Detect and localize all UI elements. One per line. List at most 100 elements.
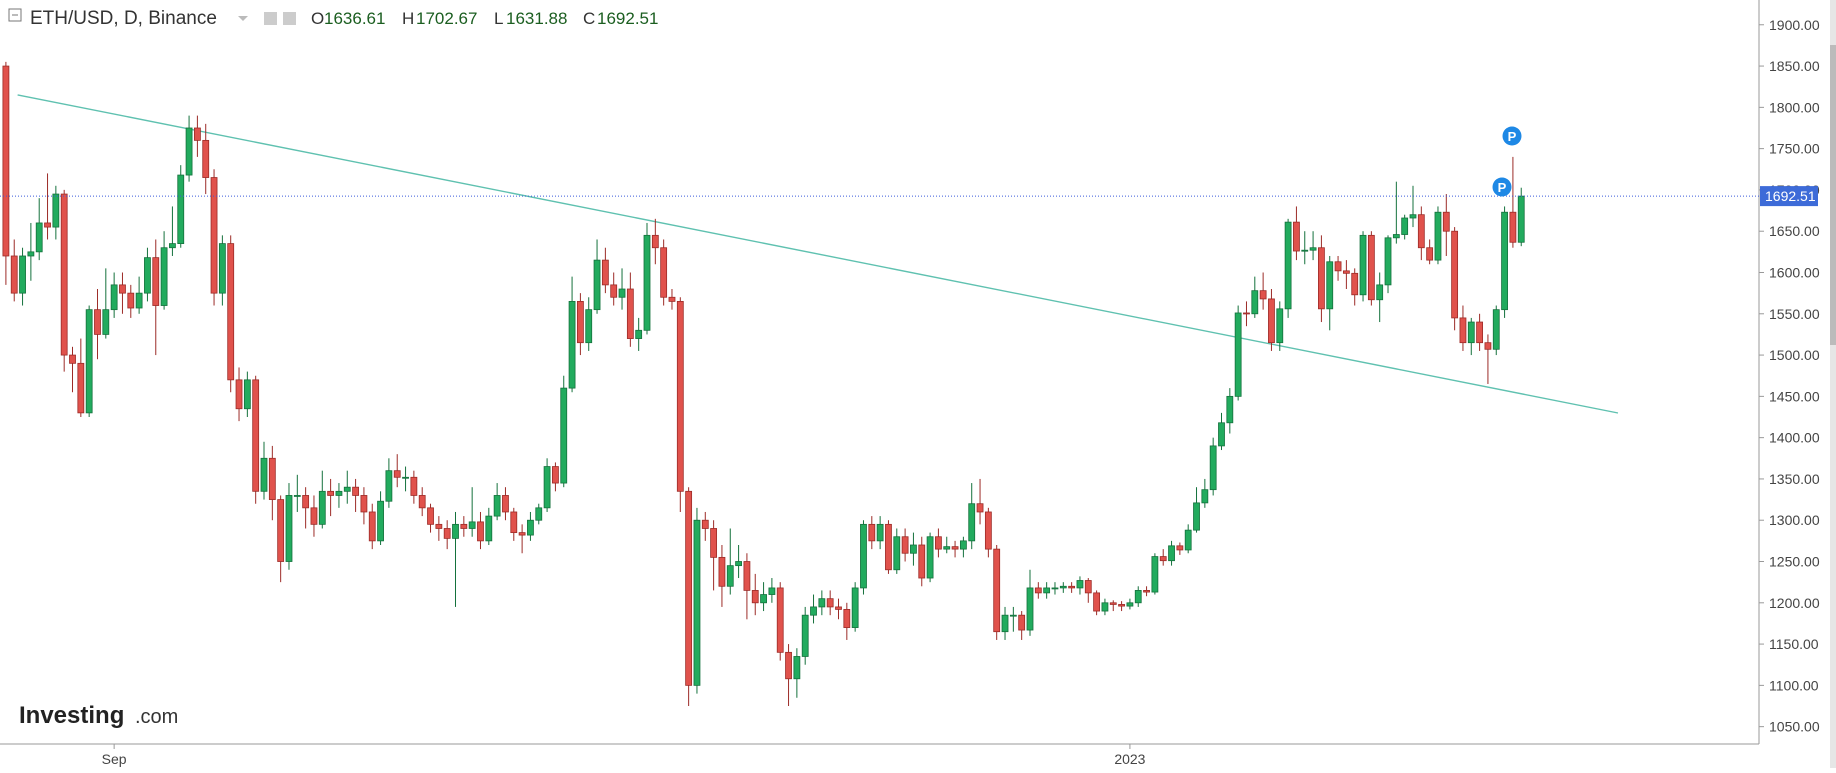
candle-body (410, 476, 418, 496)
candle-body (560, 387, 568, 484)
candle-body (660, 247, 668, 298)
marker-badge[interactable] (1502, 126, 1522, 146)
markers: P P (1492, 126, 1522, 197)
candle-body (393, 470, 401, 478)
candle-body (252, 379, 260, 492)
candle-body (318, 490, 326, 525)
candle-body (85, 309, 93, 414)
candle-body (701, 519, 709, 529)
candle-body (760, 594, 767, 604)
candle-body (768, 587, 776, 595)
trendline (17, 94, 1619, 414)
candle-body (243, 379, 251, 410)
candle-body (1218, 422, 1225, 447)
candle-body (144, 257, 151, 294)
candle-body (502, 495, 509, 513)
y-tick-label: 1650.00 (1769, 223, 1820, 239)
candle-body (1509, 211, 1517, 243)
candle-body (918, 544, 926, 579)
candle-body (726, 565, 734, 587)
candle-body (851, 587, 859, 628)
candle-body (268, 457, 276, 500)
last-price-label: 1692.51 (1765, 188, 1816, 204)
candle-body (1318, 247, 1325, 310)
candle-body (1184, 529, 1192, 551)
candle-body (169, 243, 176, 249)
high-value: 1702.67 (416, 9, 477, 28)
candle-body (235, 379, 243, 410)
candle-body (1159, 556, 1167, 562)
candle-body (968, 503, 976, 542)
candle-body (810, 606, 817, 616)
candle-body (60, 193, 68, 356)
open-label: O (311, 9, 324, 28)
candle-body (1151, 556, 1159, 593)
candle-body (1417, 214, 1425, 249)
candle-body (668, 296, 676, 302)
y-tick-label: 1600.00 (1769, 264, 1820, 280)
candle-body (10, 255, 18, 294)
y-tick-label: 1450.00 (1769, 388, 1820, 404)
candle-body (102, 309, 110, 335)
y-tick-label: 1850.00 (1769, 58, 1820, 74)
candle-body (1467, 321, 1475, 344)
candle-body (1342, 270, 1350, 274)
candle-body (685, 490, 693, 686)
dropdown-arrow[interactable] (238, 16, 248, 21)
candle-body (1492, 309, 1500, 350)
candle-body (585, 309, 593, 344)
candle-body (52, 193, 60, 228)
watermark-brand: Investing (19, 702, 124, 729)
candle-body (94, 309, 101, 335)
scrollbar-thumb[interactable] (1830, 45, 1836, 345)
candle-body (1043, 587, 1051, 594)
candle-body (910, 544, 917, 554)
candle-body (1359, 234, 1367, 296)
candle-body (527, 519, 534, 536)
y-tick-label: 1100.00 (1769, 677, 1819, 693)
candle-body (310, 507, 318, 525)
candle-body (1484, 342, 1492, 350)
candle-body (1268, 298, 1275, 344)
candle-body (959, 540, 967, 550)
candle-body (402, 476, 409, 479)
remove-icon[interactable] (283, 12, 296, 25)
candle-body (468, 521, 476, 529)
candle-body (477, 521, 484, 542)
candle-body (19, 255, 26, 294)
candle-body (535, 507, 543, 521)
settings-icon[interactable] (264, 12, 277, 25)
x-tick-label: 2023 (1114, 751, 1145, 767)
candle-body (185, 127, 193, 176)
candle-body (1226, 395, 1234, 424)
candle-body (601, 259, 609, 286)
marker-badge[interactable] (1492, 177, 1512, 197)
candle-body (543, 466, 551, 509)
collapse-button[interactable] (8, 8, 22, 22)
candle-body (552, 466, 559, 484)
y-tick-label: 1150.00 (1769, 636, 1819, 652)
candle-body (227, 243, 235, 381)
candle-body (676, 300, 684, 492)
candle-body (635, 329, 643, 339)
candle-body (901, 536, 909, 554)
candle-body (1026, 587, 1034, 631)
candle-body (260, 457, 268, 492)
candle-body (651, 234, 659, 249)
marker-label: P (1508, 129, 1517, 144)
candle-body (1293, 221, 1300, 252)
candle-body (1501, 211, 1508, 311)
candle-body (751, 590, 759, 604)
candle-body (843, 609, 851, 628)
y-tick-label: 1200.00 (1769, 595, 1820, 611)
candle-body (1143, 590, 1150, 593)
candle-body (127, 292, 135, 309)
candle-body (926, 536, 934, 579)
candle-body (352, 486, 359, 496)
candle-body (710, 528, 718, 558)
candle-body (119, 284, 126, 294)
candle-body (1309, 247, 1317, 251)
y-tick-label: 1900.00 (1769, 17, 1820, 33)
